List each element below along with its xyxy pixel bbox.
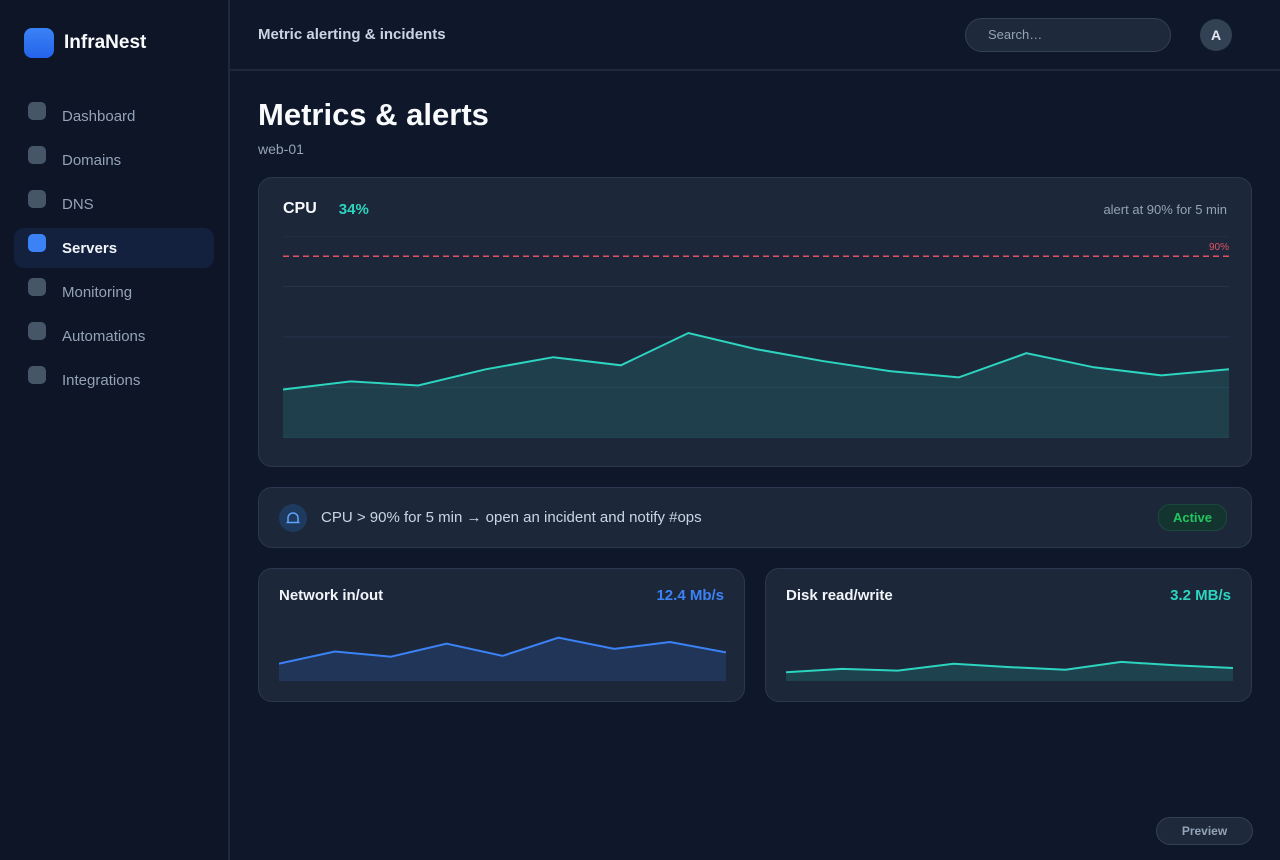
network-value: 12.4 Mb/s bbox=[656, 587, 724, 604]
alert-rule-text: CPU > 90% for 5 min → open an incident a… bbox=[321, 509, 702, 526]
sidebar-item-label: Integrations bbox=[62, 371, 141, 389]
disk-card: Disk read/write 3.2 MB/s bbox=[765, 568, 1252, 702]
sidebar-item-automations[interactable]: Automations bbox=[14, 316, 214, 356]
sidebar-item-servers[interactable]: Servers bbox=[14, 228, 214, 268]
network-title: Network in/out bbox=[279, 587, 384, 604]
dns-icon bbox=[28, 190, 46, 208]
sidebar-item-label: Servers bbox=[62, 239, 118, 257]
sidebar-item-dns[interactable]: DNS bbox=[14, 184, 214, 224]
disk-line bbox=[786, 660, 1233, 674]
disk-area bbox=[786, 661, 1233, 681]
status-badge: Active bbox=[1157, 504, 1227, 531]
disk-chart bbox=[786, 660, 1233, 681]
network-line bbox=[279, 636, 726, 665]
brand[interactable]: InfraNest bbox=[14, 28, 214, 58]
brand-logo-icon bbox=[24, 28, 54, 58]
cpu-chart: 90% bbox=[283, 236, 1229, 438]
cpu-threshold-label: 90% bbox=[1209, 242, 1229, 253]
servers-icon bbox=[28, 234, 46, 252]
disk-value: 3.2 MB/s bbox=[1170, 587, 1231, 604]
sidebar-item-label: Dashboard bbox=[62, 107, 136, 125]
page-title: Metrics & alerts bbox=[258, 97, 489, 132]
monitoring-icon bbox=[28, 278, 46, 296]
network-card: Network in/out 12.4 Mb/s bbox=[258, 568, 745, 702]
integrations-icon bbox=[28, 366, 46, 384]
sidebar-nav: Dashboard Domains DNS Servers Monitoring… bbox=[14, 96, 214, 400]
page-subtitle: web-01 bbox=[258, 141, 304, 157]
sidebar-item-label: DNS bbox=[62, 195, 94, 213]
sidebar-item-integrations[interactable]: Integrations bbox=[14, 360, 214, 400]
mini-metrics-row: Network in/out 12.4 Mb/s Disk read/write… bbox=[258, 568, 1252, 702]
cpu-card: CPU 34% alert at 90% for 5 min 90% bbox=[258, 177, 1252, 467]
search-input[interactable] bbox=[965, 17, 1171, 52]
sidebar-item-domains[interactable]: Domains bbox=[14, 140, 214, 180]
disk-title: Disk read/write bbox=[786, 587, 893, 604]
cpu-line bbox=[283, 331, 1229, 391]
avatar[interactable]: A bbox=[1200, 18, 1232, 51]
sidebar-item-label: Monitoring bbox=[62, 283, 133, 301]
sidebar-item-label: Domains bbox=[62, 151, 122, 169]
dashboard-icon bbox=[28, 102, 46, 120]
sidebar-item-dashboard[interactable]: Dashboard bbox=[14, 96, 214, 136]
cpu-header: CPU 34% alert at 90% for 5 min bbox=[283, 200, 1227, 218]
alert-rule-row[interactable]: CPU > 90% for 5 min → open an incident a… bbox=[258, 487, 1252, 548]
main-area: Metric alerting & incidents A Metrics & … bbox=[230, 0, 1280, 860]
automations-icon bbox=[28, 322, 46, 340]
cpu-alert-rule: alert at 90% for 5 min bbox=[1103, 201, 1227, 217]
cpu-label: CPU bbox=[283, 200, 317, 217]
brand-name: InfraNest bbox=[64, 32, 147, 53]
preview-button[interactable]: Preview bbox=[1156, 817, 1253, 845]
sidebar: InfraNest Dashboard Domains DNS Servers … bbox=[0, 0, 230, 860]
sidebar-item-monitoring[interactable]: Monitoring bbox=[14, 272, 214, 312]
sidebar-item-label: Automations bbox=[62, 327, 146, 345]
cpu-value: 34% bbox=[338, 200, 369, 218]
network-area bbox=[279, 637, 726, 681]
network-chart bbox=[279, 636, 726, 681]
domains-icon bbox=[28, 146, 46, 164]
cpu-area bbox=[283, 333, 1229, 438]
content: Metrics & alerts web-01 CPU 34% alert at… bbox=[230, 71, 1280, 702]
bell-icon bbox=[279, 503, 307, 532]
topbar: Metric alerting & incidents A bbox=[230, 0, 1280, 71]
topbar-title: Metric alerting & incidents bbox=[258, 26, 446, 43]
